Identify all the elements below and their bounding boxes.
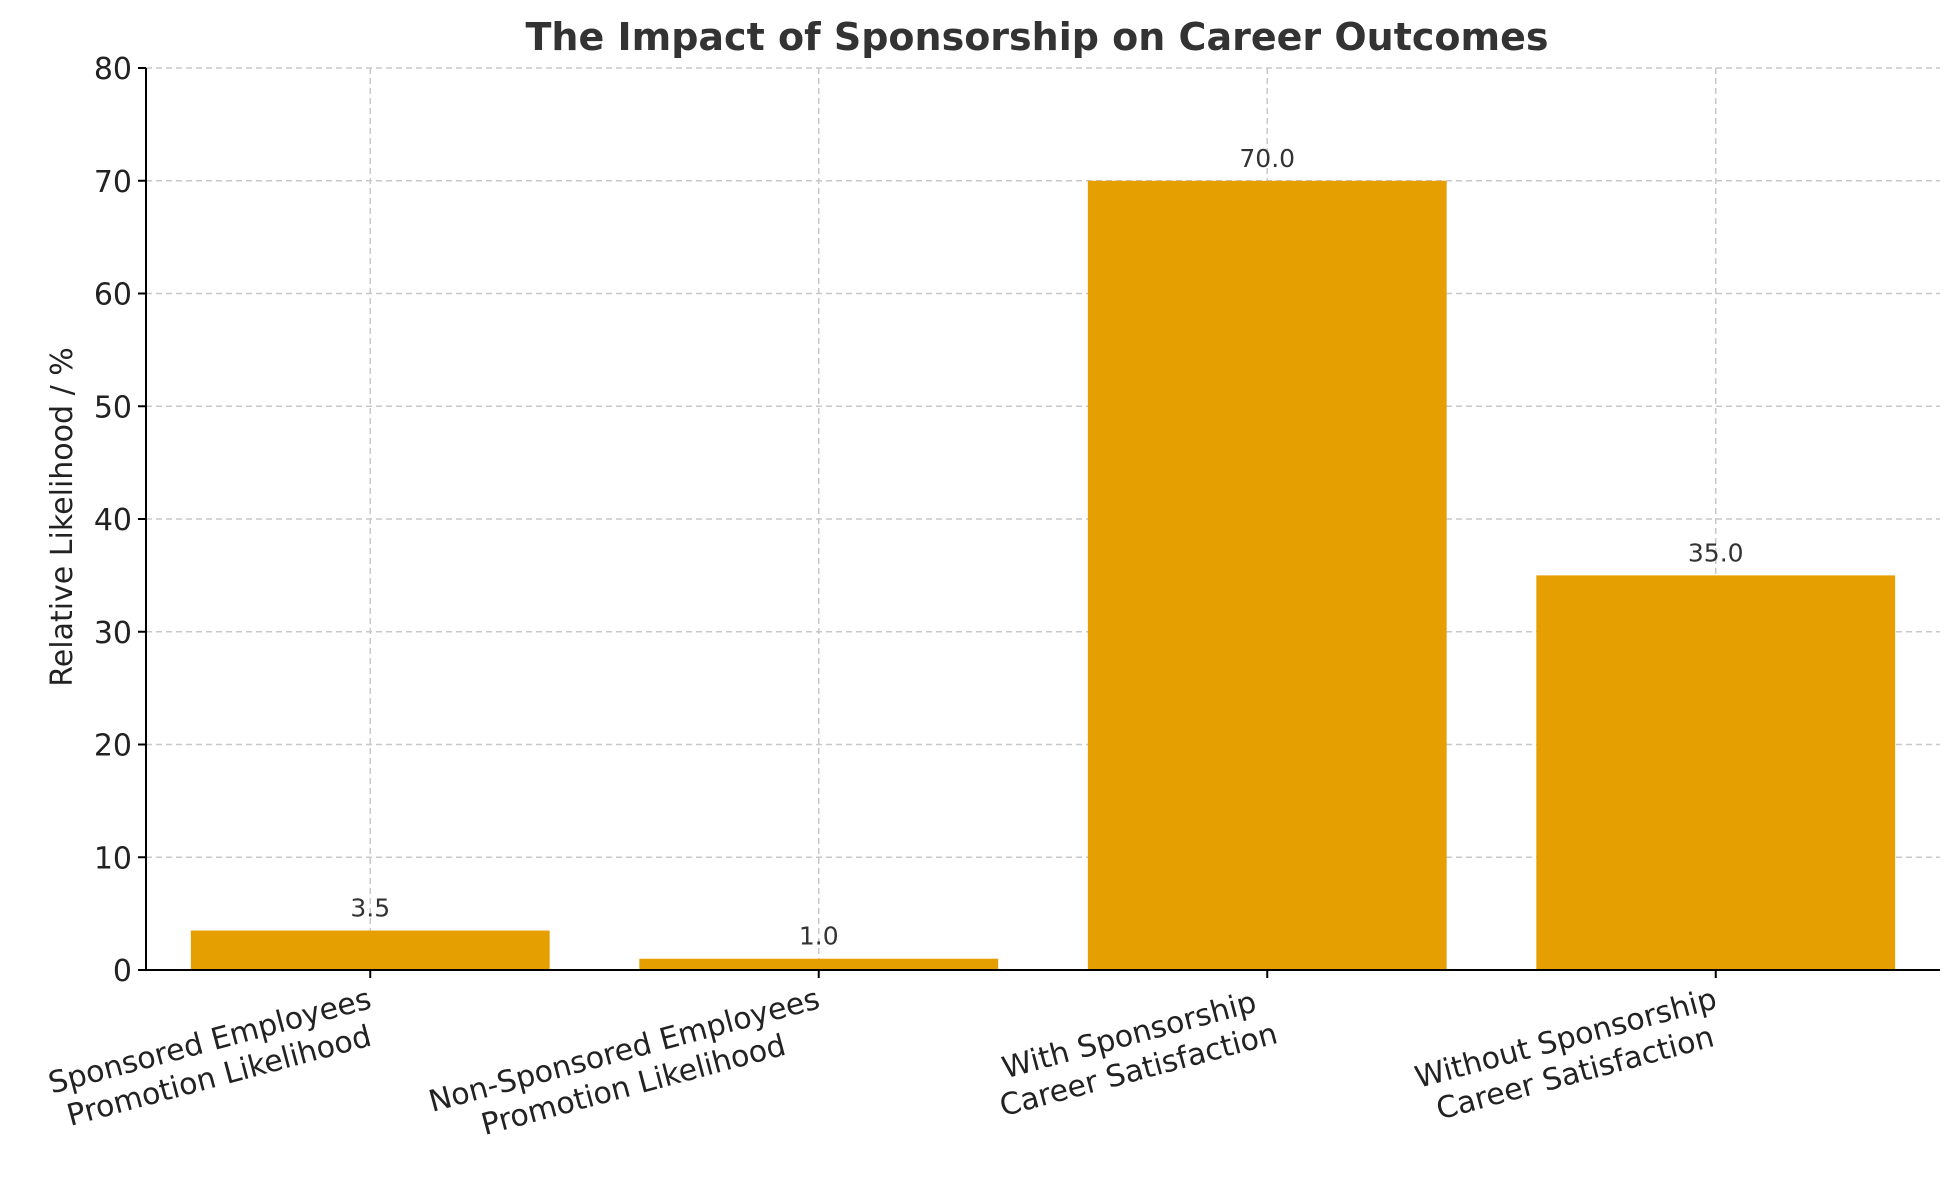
x-tick-labels: Sponsored EmployeesPromotion Likelihood N… — [45, 982, 1729, 1155]
bar — [190, 930, 550, 970]
y-tick-label: 40 — [94, 503, 132, 538]
svg-text:Sponsored EmployeesPromotion L: Sponsored EmployeesPromotion Likelihood — [45, 982, 384, 1137]
axes — [138, 67, 1940, 978]
y-axis-label: Relative Likelihood / % — [45, 347, 80, 686]
value-label: 3.5 — [350, 894, 390, 923]
chart-title: The Impact of Sponsorship on Career Outc… — [526, 15, 1549, 59]
svg-text:Without SponsorshipCareer Sati: Without SponsorshipCareer Satisfaction — [1411, 982, 1729, 1131]
x-tick-label: Without SponsorshipCareer Satisfaction — [1411, 982, 1729, 1131]
svg-text:With SponsorshipCareer Satisfa: With SponsorshipCareer Satisfaction — [987, 982, 1281, 1125]
value-label: 70.0 — [1239, 144, 1295, 173]
bars — [190, 180, 1896, 970]
x-tick-label: With SponsorshipCareer Satisfaction — [987, 982, 1281, 1125]
value-label: 35.0 — [1688, 538, 1744, 567]
y-tick-label: 30 — [94, 616, 132, 651]
x-tick-label: Non-Sponsored EmployeesPromotion Likelih… — [425, 982, 833, 1155]
y-tick-label: 80 — [94, 52, 132, 87]
x-tick-label: Sponsored EmployeesPromotion Likelihood — [45, 982, 384, 1137]
value-label: 1.0 — [799, 922, 839, 951]
y-tick-label: 50 — [94, 390, 132, 425]
y-tick-label: 70 — [94, 165, 132, 200]
bar — [1536, 575, 1896, 970]
svg-text:Non-Sponsored EmployeesPromoti: Non-Sponsored EmployeesPromotion Likelih… — [425, 982, 833, 1155]
y-tick-label: 0 — [113, 954, 132, 989]
y-tick-labels: 0 10 20 30 40 50 60 70 80 — [94, 52, 132, 989]
y-tick-label: 60 — [94, 278, 132, 313]
y-tick-label: 10 — [94, 841, 132, 876]
bar — [639, 958, 999, 970]
value-labels: 3.5 1.0 70.0 35.0 — [350, 144, 1743, 951]
bar — [1087, 180, 1447, 970]
y-tick-label: 20 — [94, 729, 132, 764]
